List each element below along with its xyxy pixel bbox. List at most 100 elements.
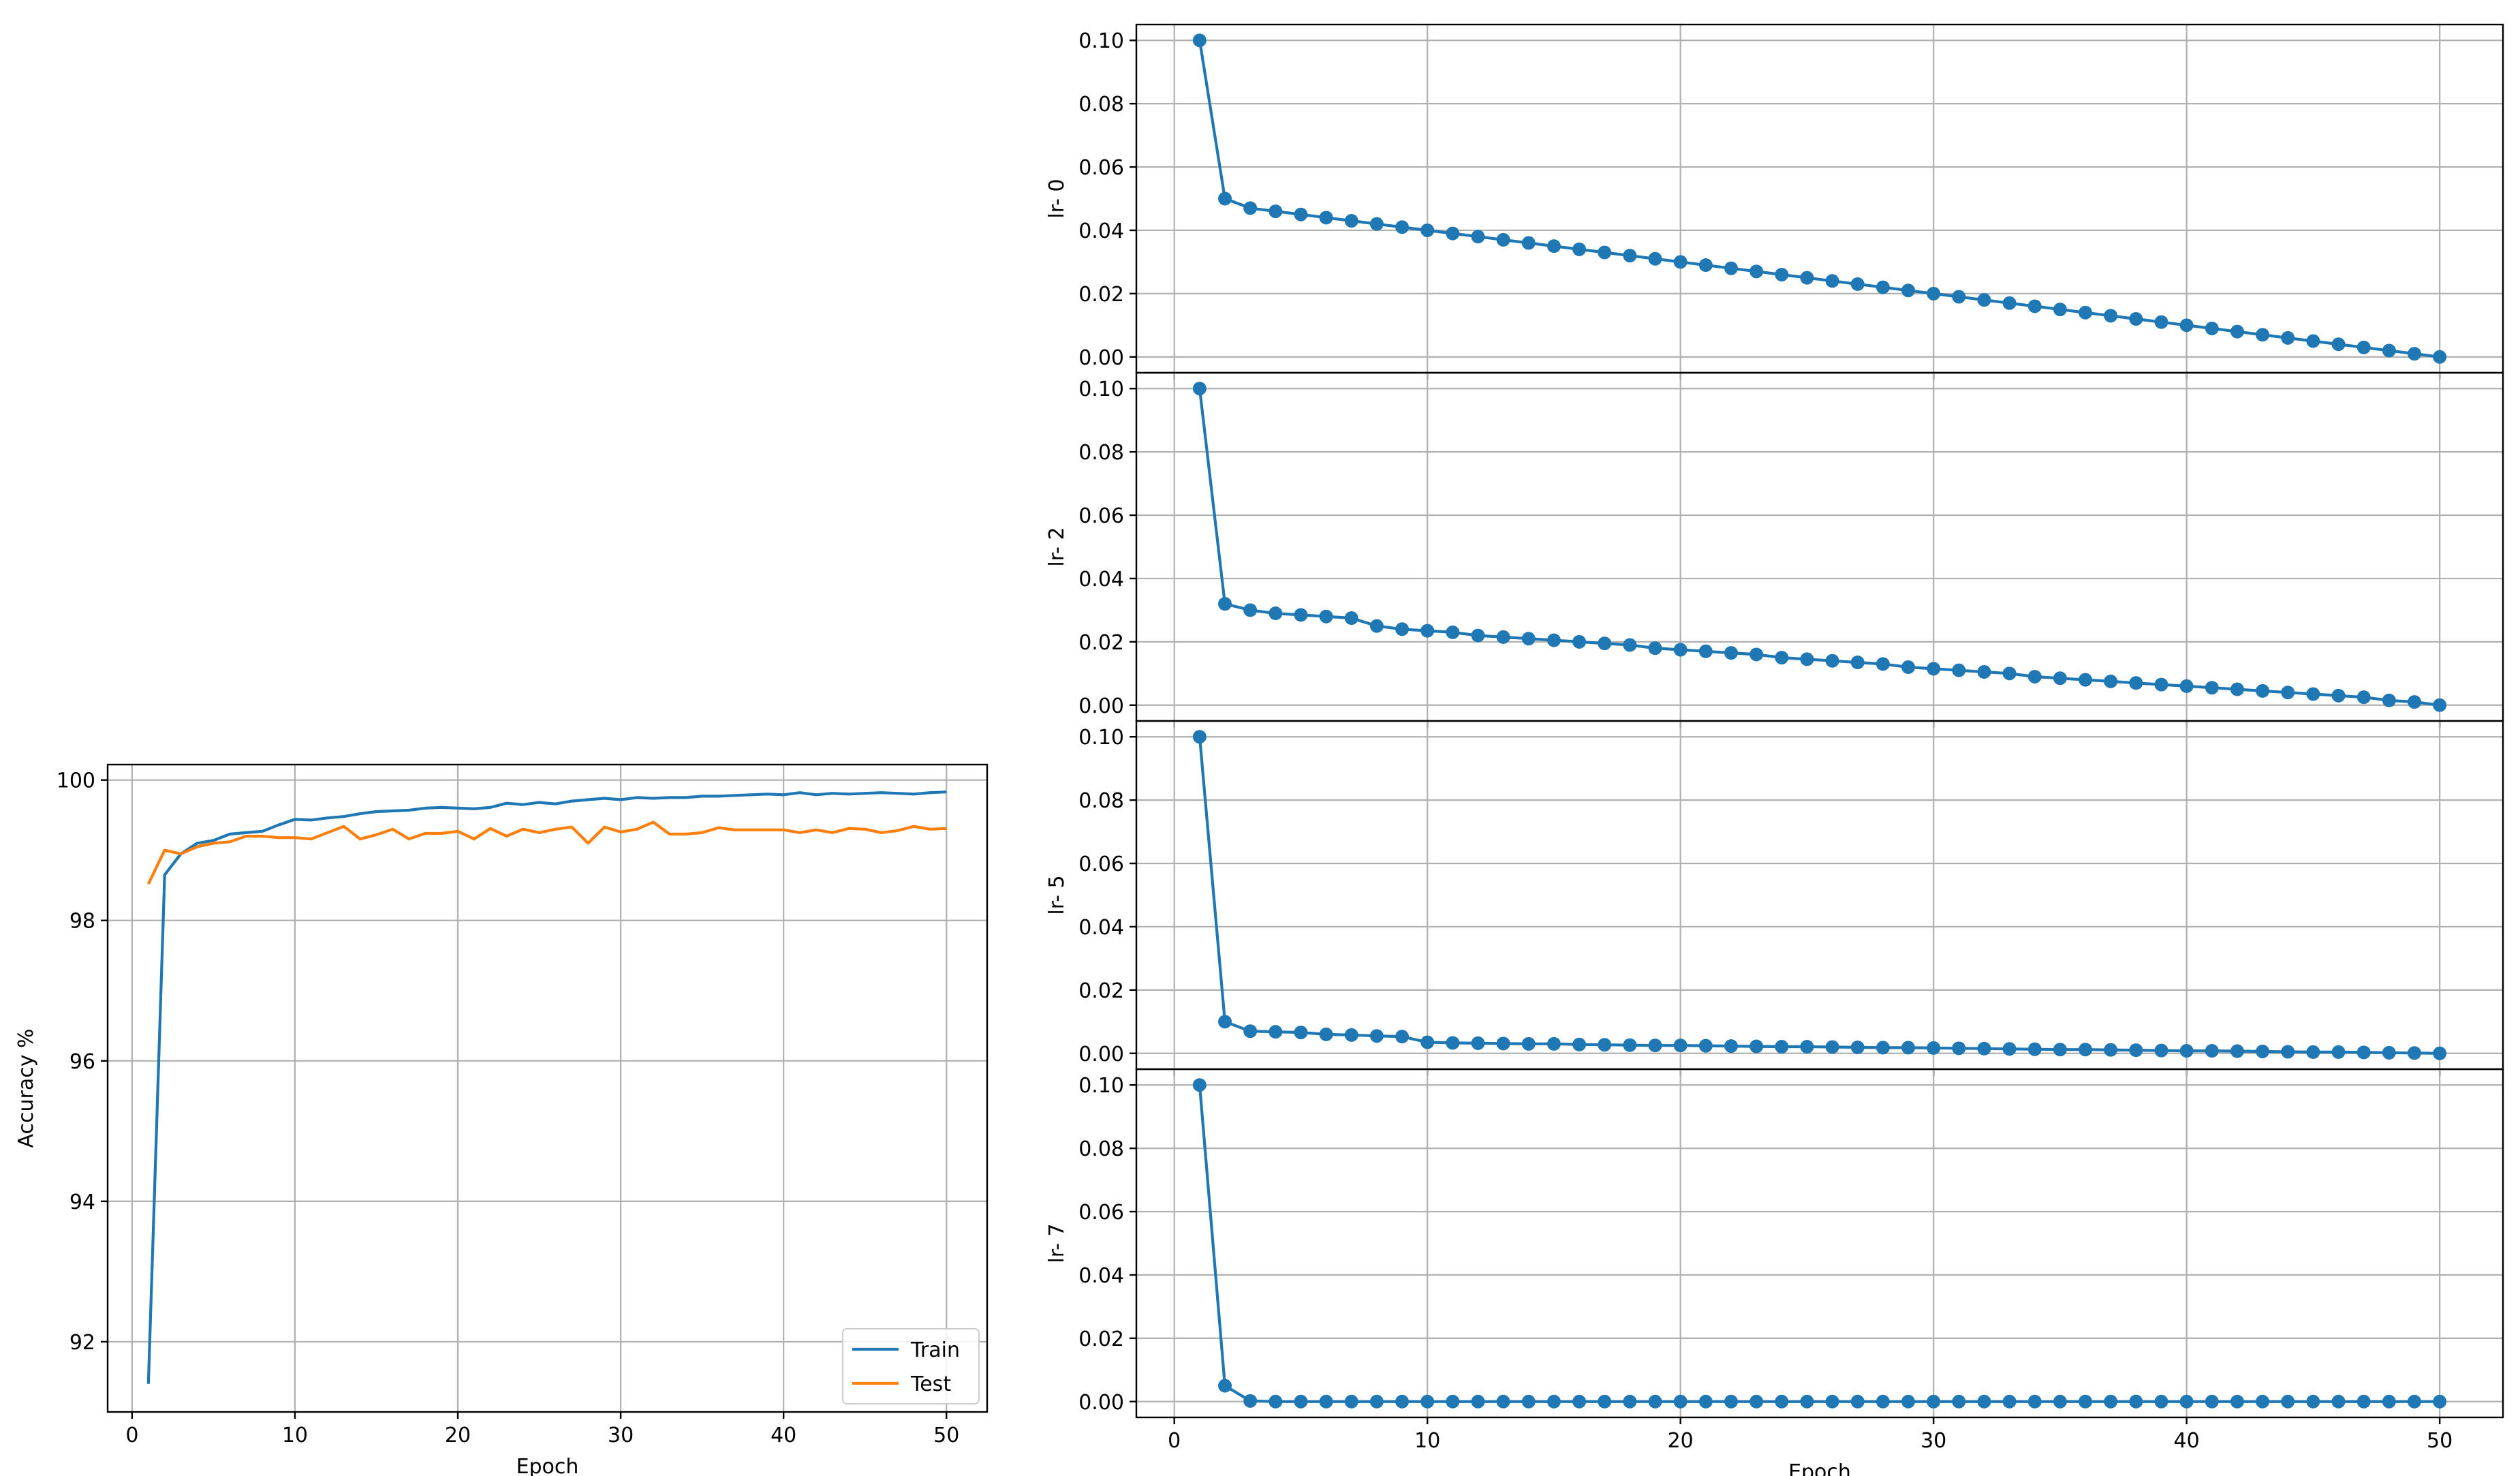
y-tick-label: 0.10 (1078, 378, 1124, 401)
data-point (2154, 677, 2168, 692)
x-tick-label: 20 (445, 1424, 471, 1447)
data-point (2179, 1394, 2194, 1409)
y-tick-label: 0.00 (1078, 694, 1124, 718)
y-tick-label: 0.00 (1078, 1391, 1124, 1415)
y-tick-label: 0.02 (1078, 979, 1124, 1003)
series-line-lr2 (1198, 388, 2440, 707)
data-point (1344, 611, 1358, 626)
data-point (1698, 1394, 1713, 1409)
y-tick-label: 0.00 (1078, 346, 1124, 370)
data-point (1192, 382, 1207, 396)
data-point (1395, 622, 1410, 636)
y-tick-label: 0.02 (1078, 1327, 1124, 1351)
series-line-lr7 (1198, 1085, 2440, 1403)
data-point (1218, 191, 1232, 206)
data-point (1572, 1394, 1587, 1409)
data-point (1724, 261, 1738, 275)
data-point (1420, 624, 1435, 638)
data-point (2356, 340, 2371, 354)
data-point (1850, 277, 1865, 291)
data-point (1572, 1037, 1587, 1051)
data-point (2407, 347, 2421, 361)
data-point (2256, 1394, 2270, 1409)
data-point (2230, 1394, 2244, 1409)
data-point (2382, 1045, 2396, 1060)
data-point (2179, 318, 2194, 333)
data-point (1648, 1039, 1662, 1053)
y-tick-label: 0.10 (1078, 29, 1124, 53)
data-point (2002, 1394, 2017, 1409)
y-tick-label: 94 (69, 1190, 95, 1214)
x-tick-label: 0 (125, 1424, 138, 1447)
data-point (2104, 309, 2118, 323)
data-point (1395, 220, 1410, 234)
data-point (1294, 207, 1308, 221)
y-tick-label: 0.02 (1078, 283, 1124, 307)
data-point (1775, 651, 1789, 665)
data-point (1294, 1394, 1308, 1409)
data-point (1775, 1040, 1789, 1054)
data-point (2079, 1043, 2093, 1057)
data-point (1521, 1036, 1536, 1051)
data-point (1319, 1027, 1333, 1041)
y-axis-label: Accuracy % (14, 1028, 38, 1148)
data-point (1192, 1078, 1207, 1092)
data-point (1698, 258, 1713, 273)
data-point (1673, 1039, 1687, 1053)
data-point (1598, 1038, 1612, 1052)
data-point (2407, 695, 2421, 709)
data-point (1496, 630, 1510, 644)
data-point (1901, 660, 1916, 675)
data-point (2154, 1394, 2168, 1409)
data-point (2382, 1394, 2396, 1409)
data-point (1243, 1394, 1258, 1408)
data-point (1927, 662, 1941, 676)
plot-frame (1135, 1068, 2504, 1419)
data-point (1598, 1394, 1612, 1409)
data-point (1446, 1394, 1460, 1409)
data-point (2129, 1043, 2143, 1058)
x-tick-label: 30 (1920, 1429, 1946, 1453)
chart-accuracy: 0 10 20 30 40 50 92 94 96 98 100 Epoch Accuracy % Tra… (14, 763, 989, 1476)
data-point (2104, 674, 2118, 688)
data-point (1471, 230, 1485, 244)
data-point (1496, 232, 1510, 247)
data-point (2230, 1044, 2244, 1058)
data-point (1319, 1394, 1333, 1409)
x-tick-label: 20 (1668, 1429, 1694, 1453)
data-point (1446, 625, 1460, 639)
plot-frame (1135, 371, 2504, 722)
data-point (1623, 249, 1637, 263)
data-point (1800, 652, 1814, 666)
y-tick-label: 100 (57, 769, 95, 793)
data-point (1952, 1394, 1966, 1409)
legend-box (842, 1328, 980, 1404)
data-point (2281, 1045, 2295, 1059)
data-point (1243, 201, 1258, 215)
data-point (2027, 299, 2042, 313)
data-point (1876, 1394, 1890, 1409)
chart-lr2: 0.00 0.02 0.04 0.06 0.08 0.10 lr- 2 (1045, 371, 2504, 728)
data-point (1775, 267, 1789, 281)
data-point (1369, 1029, 1384, 1043)
data-point (2230, 324, 2244, 339)
data-point (2002, 1042, 2017, 1056)
x-axis-label: Epoch (1788, 1460, 1851, 1476)
data-point (1977, 1394, 1991, 1409)
data-point (1724, 1394, 1738, 1409)
y-tick-label: 0.08 (1078, 1137, 1124, 1161)
y-tick-label: 0.08 (1078, 789, 1124, 813)
data-point (2079, 305, 2093, 320)
data-point (2433, 350, 2447, 364)
data-point (1724, 1039, 1738, 1054)
y-tick-label: 0.02 (1078, 631, 1124, 655)
data-point (1546, 239, 1561, 253)
data-point (1218, 597, 1232, 611)
data-point (1269, 606, 1283, 621)
data-point (2079, 1394, 2093, 1409)
data-point (2230, 682, 2244, 696)
data-point (2205, 1044, 2219, 1058)
y-tick-label: 0.06 (1078, 156, 1124, 180)
x-tick-label: 0 (1168, 1429, 1181, 1453)
data-point (1294, 1026, 1308, 1040)
